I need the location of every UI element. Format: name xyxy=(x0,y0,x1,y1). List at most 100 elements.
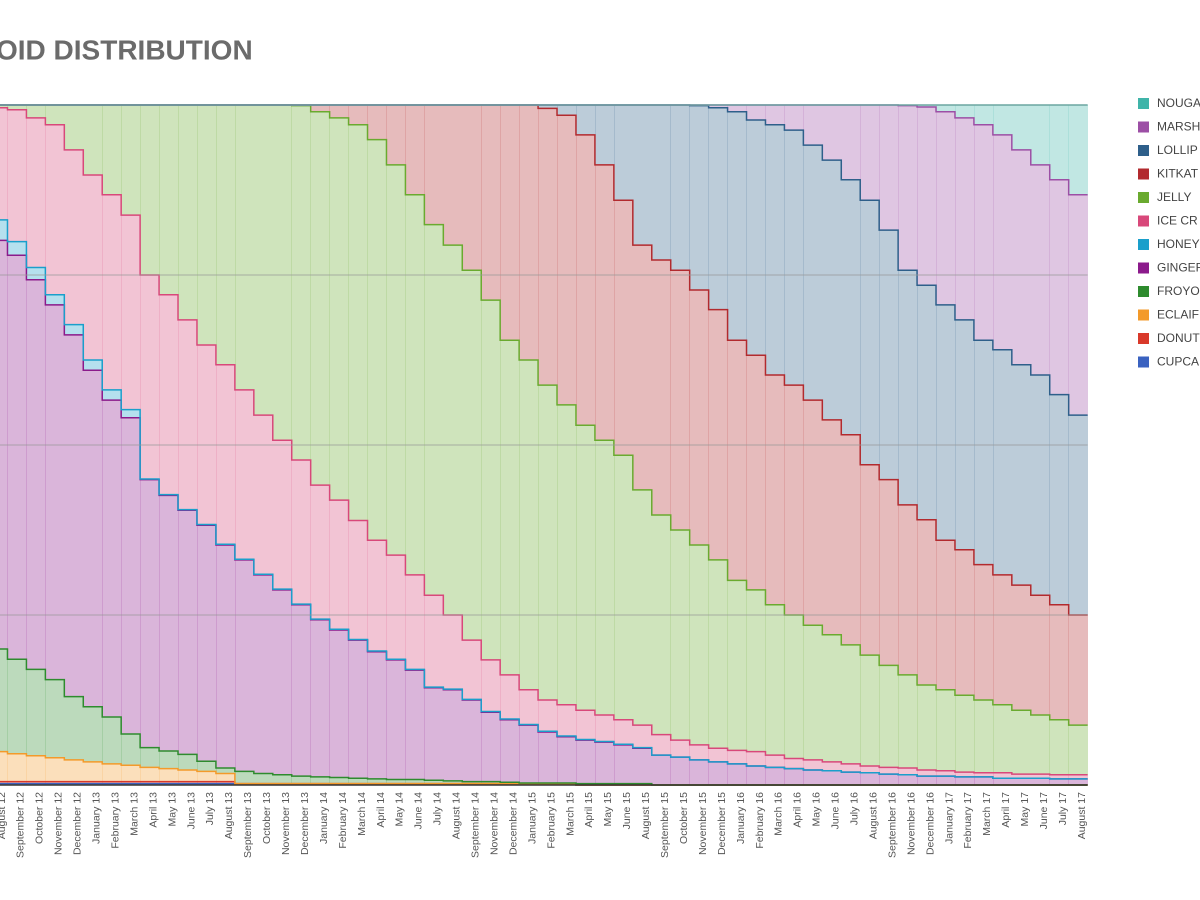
legend-label: ICE CR xyxy=(1157,214,1198,228)
area-step xyxy=(936,689,956,771)
area-step xyxy=(575,134,596,426)
area-step xyxy=(178,319,198,510)
area-step xyxy=(102,389,122,401)
area-step xyxy=(140,105,160,275)
area-step xyxy=(538,731,558,783)
area-step xyxy=(7,105,27,110)
x-tick-label: September 16 xyxy=(886,792,898,858)
area-step xyxy=(670,270,691,530)
legend-swatch xyxy=(1138,215,1149,227)
area-step xyxy=(708,761,728,785)
area-step xyxy=(917,776,937,785)
area-step xyxy=(140,781,160,784)
x-tick-label: August 14 xyxy=(451,792,463,839)
legend-swatch xyxy=(1138,286,1149,297)
area-step xyxy=(727,763,747,785)
area-step xyxy=(45,757,65,782)
area-step xyxy=(386,659,406,780)
area-step xyxy=(784,130,804,386)
area-step xyxy=(64,781,84,784)
area-step xyxy=(708,559,728,749)
area-step xyxy=(973,776,994,785)
x-tick-label: March 14 xyxy=(356,792,368,836)
x-tick-label: September 14 xyxy=(470,792,482,858)
legend-swatch xyxy=(1138,262,1149,274)
area-step xyxy=(727,580,747,751)
area-step xyxy=(386,779,406,784)
legend-label: MARSH xyxy=(1157,120,1200,134)
area-step xyxy=(973,772,994,777)
x-tick-label: December 14 xyxy=(507,792,519,855)
x-tick-label: September 12 xyxy=(15,792,27,858)
area-step xyxy=(481,105,501,301)
area-step xyxy=(765,374,785,605)
area-step xyxy=(841,434,861,645)
area-step xyxy=(83,175,103,360)
area-step xyxy=(140,275,160,479)
area-step xyxy=(215,544,236,768)
area-step xyxy=(841,772,861,785)
area-step xyxy=(594,714,615,742)
x-tick-label: April 13 xyxy=(147,792,159,828)
x-tick-label: December 12 xyxy=(72,792,84,855)
legend-label: GINGEF xyxy=(1157,261,1200,275)
area-step xyxy=(822,634,842,762)
area-step xyxy=(234,559,255,772)
area-step xyxy=(310,111,331,486)
x-tick-label: August 13 xyxy=(223,792,235,839)
area-step xyxy=(689,289,710,545)
area-step xyxy=(841,763,861,773)
x-tick-label: August 12 xyxy=(0,792,8,839)
area-step xyxy=(215,773,236,782)
x-tick-label: April 14 xyxy=(375,792,387,828)
area-step xyxy=(898,270,918,505)
x-tick-label: September 15 xyxy=(659,792,671,858)
area-step xyxy=(367,651,387,779)
x-tick-label: February 14 xyxy=(337,792,349,849)
area-step xyxy=(178,510,198,755)
area-step xyxy=(64,696,84,760)
x-tick-label: April 15 xyxy=(583,792,595,828)
area-step xyxy=(689,105,710,290)
area-step xyxy=(1049,179,1070,395)
area-step xyxy=(765,604,785,756)
area-step xyxy=(538,108,558,386)
area-step xyxy=(822,419,842,635)
area-step xyxy=(973,564,994,700)
area-step xyxy=(405,194,425,575)
x-tick-label: March 13 xyxy=(128,792,140,836)
area-step xyxy=(26,755,46,782)
area-step xyxy=(102,781,122,784)
legend-label: KITKAT xyxy=(1157,167,1199,181)
area-step xyxy=(26,267,46,280)
area-step xyxy=(405,670,425,780)
x-tick-label: May 14 xyxy=(394,792,406,827)
area-step xyxy=(367,105,387,140)
area-step xyxy=(7,241,27,256)
area-step xyxy=(803,759,823,771)
area-step xyxy=(632,105,653,246)
area-step xyxy=(1049,774,1070,779)
x-tick-label: November 12 xyxy=(53,792,65,855)
area-step xyxy=(45,679,65,758)
x-tick-label: November 14 xyxy=(488,792,500,855)
area-step xyxy=(462,781,482,784)
areas xyxy=(0,105,1089,785)
area-step xyxy=(519,105,539,360)
area-step xyxy=(879,774,899,785)
area-step xyxy=(992,349,1013,575)
area-step xyxy=(481,300,501,660)
area-step xyxy=(310,776,331,784)
area-step xyxy=(917,285,937,520)
area-step xyxy=(121,765,141,782)
area-step xyxy=(575,740,596,784)
legend-label: ECLAIF xyxy=(1157,308,1199,322)
area-step xyxy=(310,105,331,112)
area-step xyxy=(992,105,1013,135)
area-step xyxy=(613,455,634,720)
legend-swatch xyxy=(1138,145,1149,156)
area-step xyxy=(879,767,899,775)
area-step xyxy=(557,736,577,783)
area-step xyxy=(765,105,785,125)
area-step xyxy=(519,689,539,725)
